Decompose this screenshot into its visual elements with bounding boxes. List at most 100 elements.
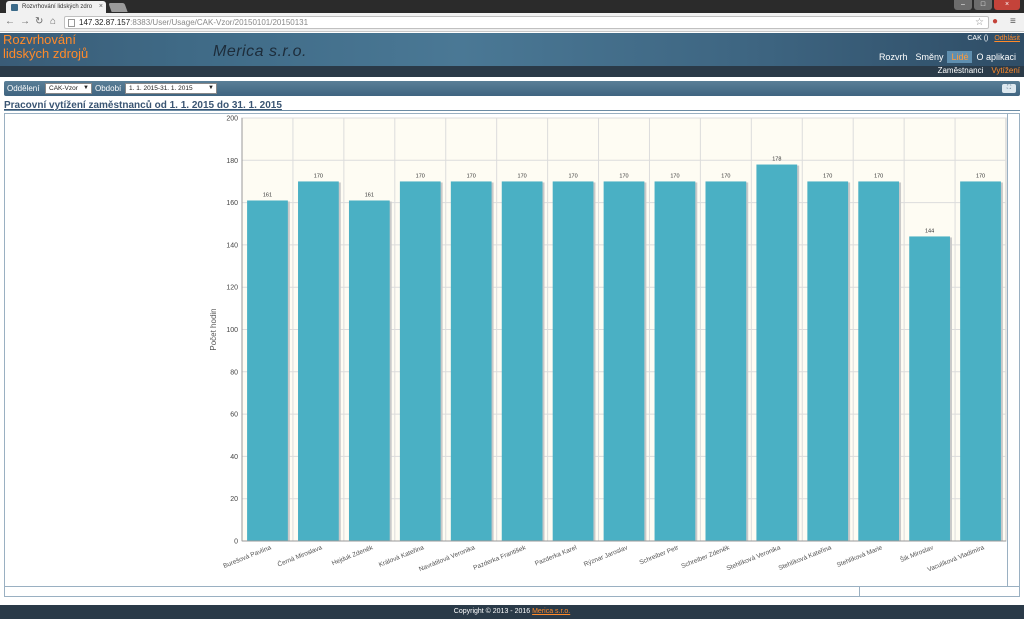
bar (654, 181, 696, 541)
data-label: 178 (772, 157, 781, 163)
data-label: 144 (925, 228, 934, 234)
home-icon[interactable]: ⌂ (50, 16, 57, 27)
nav-item-lide[interactable]: Lidé (947, 51, 973, 63)
bar (450, 181, 492, 541)
bar (756, 164, 798, 541)
maximize-button[interactable]: □ (974, 0, 992, 10)
bar (247, 200, 288, 542)
data-label: 170 (619, 173, 628, 179)
extension-icon[interactable]: ● (992, 16, 999, 27)
x-tick-label: Stehlíková Kateřina (778, 544, 833, 572)
x-tick-label: Černá Miroslava (276, 542, 324, 568)
browser-tab[interactable]: Rozvrhování lidských zdro × (6, 1, 106, 13)
bar (705, 181, 747, 541)
data-label: 170 (976, 173, 985, 179)
bar (348, 200, 390, 542)
department-label: Oddělení (7, 84, 40, 93)
x-tick-label: Schreiber Petr (639, 544, 681, 566)
user-info: CAK () Odhlásit (967, 35, 1020, 42)
data-label: 170 (467, 173, 476, 179)
tab-close-icon[interactable]: × (98, 3, 103, 10)
bottom-panel-divider (859, 587, 860, 597)
app-title-line1: Rozvrhování (3, 32, 76, 47)
bookmark-star-icon[interactable]: ☆ (975, 17, 984, 28)
x-tick-label: Stehlíková Veronika (726, 544, 782, 572)
subnav-item-zamestnanci[interactable]: Zaměstnanci (937, 66, 984, 75)
y-tick-label: 20 (230, 496, 238, 503)
y-tick-label: 0 (234, 539, 238, 546)
period-select[interactable]: 1. 1. 2015-31. 1. 2015 ▼ (125, 83, 217, 94)
data-label: 170 (670, 173, 679, 179)
logout-link[interactable]: Odhlásit (994, 35, 1020, 42)
minimize-button[interactable]: – (954, 0, 972, 10)
back-icon[interactable]: ← (5, 16, 15, 27)
url-path: :8383/User/Usage/CAK-Vzor/20150101/20150… (130, 18, 309, 27)
bar (501, 181, 543, 541)
y-tick-label: 40 (230, 454, 238, 461)
tab-title: Rozvrhování lidských zdro (22, 4, 93, 10)
forward-icon[interactable]: → (20, 16, 30, 27)
data-label: 170 (416, 173, 425, 179)
page-icon (68, 19, 75, 27)
company-link[interactable]: Merica s.r.o. (532, 608, 571, 615)
main-nav: Rozvrh Směny Lidé O aplikaci (875, 51, 1020, 63)
data-label: 170 (874, 173, 883, 179)
company-name: Merica s.r.o. (213, 43, 307, 60)
favicon-icon (11, 4, 18, 11)
y-tick-label: 120 (226, 285, 238, 292)
nav-item-smeny[interactable]: Směny (915, 52, 944, 62)
expand-icon[interactable]: ⛶ (1002, 84, 1016, 93)
nav-item-rozvrh[interactable]: Rozvrh (878, 52, 908, 62)
subnav-item-vytizeni[interactable]: Vytížení (991, 66, 1020, 75)
bar (807, 181, 849, 541)
data-label: 161 (365, 192, 374, 198)
chevron-down-icon: ▼ (208, 85, 214, 91)
x-tick-label: Pazderka Karel (534, 544, 578, 567)
x-tick-label: Rýznar Jaroslav (583, 544, 630, 568)
department-value: CAK-Vzor (49, 85, 78, 92)
y-tick-label: 200 (226, 116, 238, 123)
nav-item-o-aplikaci[interactable]: O aplikaci (976, 52, 1016, 62)
y-tick-label: 160 (226, 200, 238, 207)
footer: Copyright © 2013 - 2016 Merica s.r.o. (0, 605, 1024, 619)
address-bar[interactable]: 147.32.87.157:8383/User/Usage/CAK-Vzor/2… (64, 16, 989, 29)
period-value: 1. 1. 2015-31. 1. 2015 (129, 85, 193, 92)
bottom-panel (4, 587, 1020, 597)
app-title[interactable]: Rozvrhování lidských zdrojů (3, 33, 88, 61)
browser-toolbar: ← → ↻ ⌂ 147.32.87.157:8383/User/Usage/CA… (0, 13, 1024, 32)
x-tick-label: Vaculíková Vladimíra (926, 544, 985, 573)
report-title: Pracovní vytížení zaměstnanců od 1. 1. 2… (4, 100, 282, 111)
sub-nav: Zaměstnanci Vytížení (938, 66, 1020, 76)
x-tick-label: Hejduk Zdeněk (331, 544, 375, 567)
panel-divider (1007, 113, 1008, 587)
sub-nav-bar: Zaměstnanci Vytížení (0, 66, 1024, 77)
x-tick-label: Navrátilová Veronika (418, 544, 476, 573)
bar (909, 236, 950, 541)
bar (298, 181, 339, 541)
data-label: 170 (314, 173, 323, 179)
data-label: 170 (721, 173, 730, 179)
data-label: 161 (263, 192, 272, 198)
y-tick-label: 180 (226, 158, 238, 165)
user-name: CAK () (967, 35, 989, 42)
new-tab-button[interactable] (108, 3, 128, 12)
x-tick-label: Burešová Pavlína (222, 544, 272, 570)
data-label: 170 (518, 173, 527, 179)
app-header: Rozvrhování lidských zdrojů Merica s.r.o… (0, 33, 1024, 66)
reload-icon[interactable]: ↻ (35, 16, 44, 27)
y-tick-label: 100 (226, 327, 238, 334)
app-title-line2: lidských zdrojů (3, 46, 89, 61)
data-label: 170 (568, 173, 577, 179)
y-axis-label: Počet hodin (209, 308, 218, 350)
x-tick-label: Králová Kateřina (378, 544, 426, 569)
menu-icon[interactable]: ≡ (1010, 16, 1016, 27)
chevron-down-icon: ▼ (83, 85, 89, 91)
y-tick-label: 80 (230, 369, 238, 376)
close-window-button[interactable]: × (994, 0, 1020, 10)
title-divider (4, 110, 1020, 111)
filter-bar: Oddělení CAK-Vzor ▼ Období 1. 1. 2015-31… (4, 81, 1020, 96)
department-select[interactable]: CAK-Vzor ▼ (45, 83, 92, 94)
y-tick-label: 140 (226, 242, 238, 249)
copyright-text: Copyright © 2013 - 2016 (453, 608, 531, 615)
bar (858, 181, 900, 541)
